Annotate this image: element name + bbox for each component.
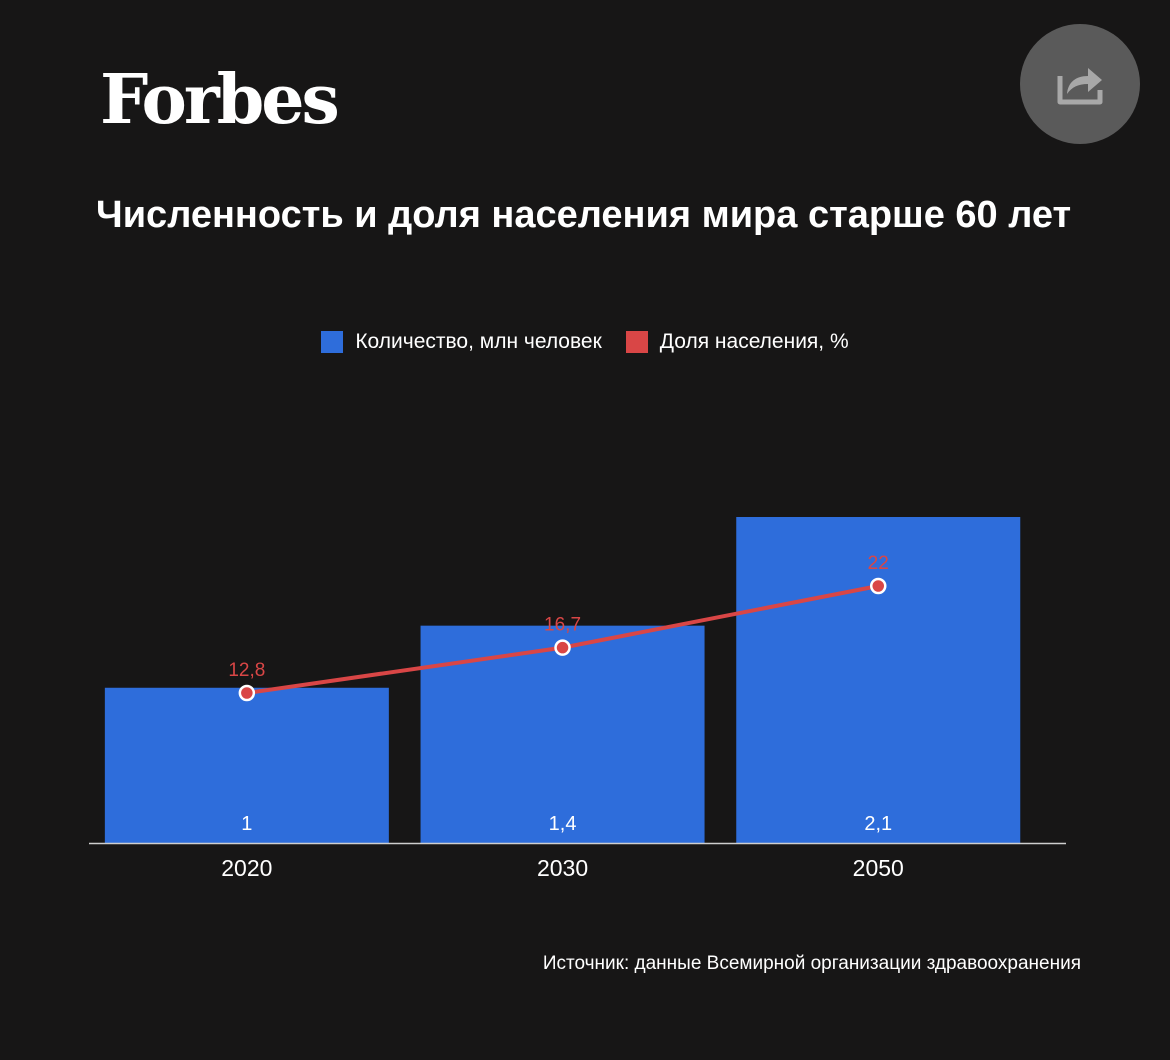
source-note: Источник: данные Всемирной организации з… <box>542 953 1081 974</box>
share-arrow-icon <box>1057 68 1103 105</box>
chart-legend: Количество, млн человек Доля населения, … <box>0 330 1170 354</box>
legend-swatch-count <box>321 331 344 353</box>
bar-2020 <box>104 687 389 843</box>
line-point-2050 <box>870 577 887 595</box>
chart-title: Численность и доля населения мира старше… <box>96 194 1072 236</box>
x-tick-label-2020: 2020 <box>221 855 272 881</box>
line-label-2030: 16,7 <box>544 615 581 636</box>
bar-2050 <box>736 517 1021 843</box>
line-point-2030 <box>554 639 571 656</box>
forbes-logo: Forbes <box>100 60 340 140</box>
legend-swatch-share <box>625 331 648 353</box>
x-tick-label-2030: 2030 <box>537 855 588 881</box>
legend-item-count[interactable]: Количество, млн человек <box>321 330 602 354</box>
share-button[interactable] <box>1020 24 1140 144</box>
bar-label-2050: 2,1 <box>864 813 892 835</box>
line-label-2020: 12,8 <box>228 660 265 681</box>
legend-label-count: Количество, млн человек <box>355 330 602 353</box>
legend-item-share[interactable]: Доля населения, % <box>625 330 849 354</box>
bar-2030 <box>420 625 705 843</box>
line-label-2050: 22 <box>868 553 889 574</box>
bar-label-2020: 1 <box>241 813 252 835</box>
x-tick-label-2050: 2050 <box>853 855 904 881</box>
legend-label-share: Доля населения, % <box>659 330 849 353</box>
bar-label-2030: 1,4 <box>549 813 577 835</box>
line-point-2020 <box>238 684 256 702</box>
